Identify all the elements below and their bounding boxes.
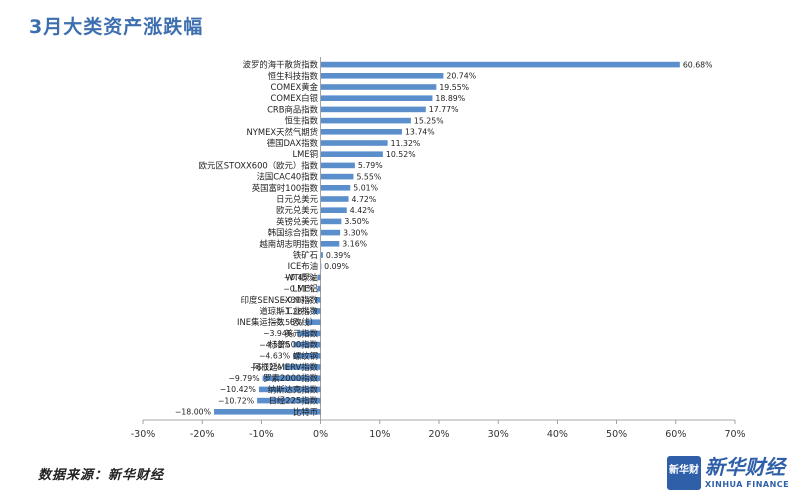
value-label-19: −0.45%: [284, 273, 315, 282]
x-tick-label-0: -30%: [131, 429, 156, 440]
category-label-2: COMEX黄金: [271, 82, 319, 92]
data-source: 数据来源：新华财经: [38, 464, 164, 483]
value-label-25: −4.59%: [259, 340, 290, 349]
value-label-23: −2.56%: [271, 318, 302, 327]
category-label-11: 英国富时100指数: [252, 183, 319, 193]
value-label-3: 18.89%: [435, 94, 465, 103]
bar-4: [321, 107, 426, 113]
bar-1: [321, 73, 444, 79]
value-label-10: 5.55%: [356, 172, 381, 181]
bar-16: [321, 241, 340, 247]
x-tick-label-1: -20%: [190, 429, 215, 440]
value-label-14: 3.50%: [344, 217, 369, 226]
value-label-9: 5.79%: [358, 161, 383, 170]
category-label-14: 英镑兑美元: [276, 216, 318, 226]
bar-13: [321, 207, 347, 213]
bar-20: [318, 286, 321, 292]
value-label-1: 20.74%: [446, 72, 476, 81]
bar-12: [321, 196, 349, 202]
category-label-16: 越南胡志明指数: [259, 239, 318, 249]
value-label-17: 0.39%: [326, 251, 351, 260]
logo-wordmark: 新华财经: [705, 456, 785, 478]
x-tick-label-3: 0%: [313, 429, 328, 440]
value-label-20: −0.51%: [283, 284, 314, 293]
category-label-10: 法国CAC40指数: [257, 172, 319, 182]
value-label-29: −10.42%: [220, 385, 256, 394]
category-label-18: ICE布油: [288, 261, 318, 271]
category-label-15: 韩国综合指数: [268, 228, 319, 238]
value-label-27: −6.12%: [250, 363, 281, 372]
bar-3: [321, 95, 433, 101]
value-label-2: 19.55%: [439, 83, 469, 92]
category-label-13: 欧元兑美元: [276, 205, 318, 215]
category-label-12: 日元兑美元: [276, 194, 318, 204]
category-label-3: COMEX白银: [271, 93, 319, 103]
value-label-28: −9.79%: [228, 374, 259, 383]
logo-subtitle: XINHUA FINANCE: [705, 480, 789, 489]
value-label-21: −0.93%: [281, 296, 312, 305]
value-label-16: 3.16%: [342, 240, 367, 249]
value-label-13: 4.42%: [350, 206, 375, 215]
category-label-26: 螺纹钢: [293, 351, 318, 361]
x-tick-labels-group: -30% -20% -10% 0% 10% 20% 30% 40% 50% 60% 70%: [131, 429, 746, 440]
value-label-5: 15.25%: [414, 116, 444, 125]
bar-14: [321, 219, 342, 225]
x-tick-label-6: 30%: [488, 429, 509, 440]
value-label-30: −10.72%: [218, 396, 254, 405]
category-label-9: 欧元区STOXX600（欧元）指数: [199, 160, 319, 170]
x-tick-label-5: 20%: [428, 429, 449, 440]
value-label-4: 17.77%: [429, 105, 459, 114]
x-tick-label-10: 70%: [724, 429, 745, 440]
category-label-30: 日经225指数: [269, 396, 319, 406]
value-label-8: 10.52%: [386, 150, 416, 159]
category-label-17: 铁矿石: [293, 250, 318, 260]
value-label-12: 4.72%: [352, 195, 377, 204]
category-label-31: 比特币: [293, 407, 318, 417]
category-label-1: 恒生科技指数: [268, 71, 319, 81]
bar-6: [321, 129, 402, 135]
x-tick-label-9: 60%: [665, 429, 686, 440]
value-label-11: 5.01%: [353, 184, 378, 193]
category-label-8: LME铜: [292, 149, 318, 159]
bar-2: [321, 84, 437, 90]
value-label-31: −18.00%: [175, 408, 211, 417]
x-tick-label-8: 50%: [606, 429, 627, 440]
value-label-0: 60.68%: [683, 60, 713, 69]
logo-mark: 新华财经: [667, 456, 701, 490]
category-label-28: 罗素2000指数: [263, 373, 318, 383]
bar-0: [321, 62, 680, 68]
x-tick-label-7: 40%: [547, 429, 568, 440]
value-label-26: −4.63%: [259, 352, 290, 361]
bar-9: [321, 163, 355, 169]
bar-15: [321, 230, 341, 236]
xinhua-finance-logo: 新华财经 新华财经 XINHUA FINANCE: [667, 456, 797, 496]
category-label-4: CRB商品指数: [267, 104, 319, 114]
value-labels-group: 60.68% 20.74% 19.55% 18.89% 17.77% 15.25% 13.7…: [175, 60, 713, 416]
category-label-0: 波罗的海干散货指数: [243, 60, 319, 70]
value-label-15: 3.30%: [343, 228, 368, 237]
category-label-5: 恒生指数: [285, 116, 319, 126]
bar-8: [321, 151, 383, 157]
category-label-6: NYMEX天然气期货: [246, 127, 318, 137]
category-label-7: 德国DAX指数: [267, 138, 319, 148]
bar-10: [321, 174, 354, 180]
value-label-22: −1.28%: [279, 307, 310, 316]
bar-5: [321, 118, 411, 124]
value-label-7: 11.32%: [391, 139, 421, 148]
category-label-29: 纳斯达克指数: [268, 384, 319, 394]
x-tick-label-2: -10%: [249, 429, 274, 440]
value-label-6: 13.74%: [405, 128, 435, 137]
x-tick-label-4: 10%: [369, 429, 390, 440]
value-label-18: 0.09%: [324, 262, 349, 271]
bar-7: [321, 140, 388, 146]
value-label-24: −3.94%: [263, 329, 294, 338]
bar-11: [321, 185, 351, 191]
